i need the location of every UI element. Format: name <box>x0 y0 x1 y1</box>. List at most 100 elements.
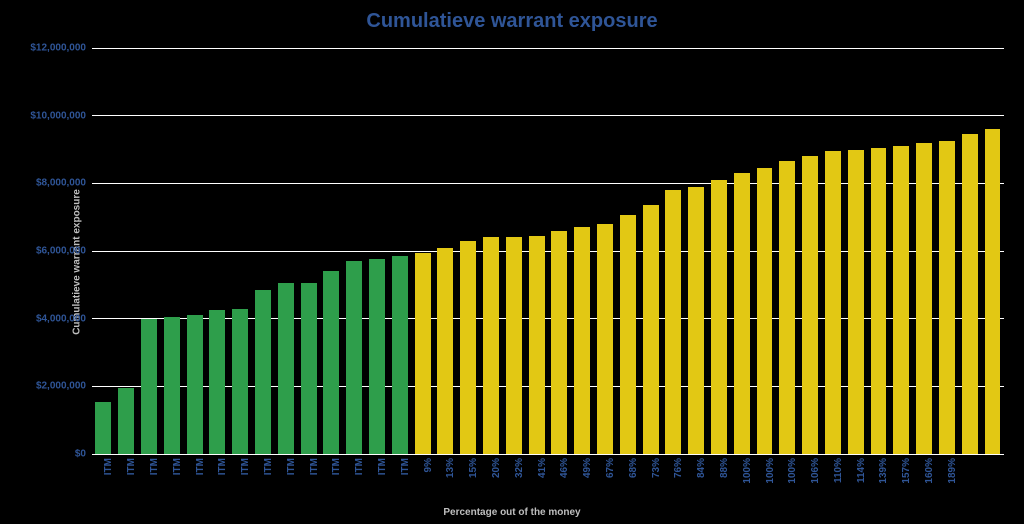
x-tick-label: 100% <box>765 458 776 484</box>
bar-slot: ITM <box>138 48 161 454</box>
bar <box>962 134 978 454</box>
bar <box>643 205 659 454</box>
x-tick-label: 15% <box>468 458 479 478</box>
x-tick-label: 46% <box>559 458 570 478</box>
bar <box>278 283 294 454</box>
x-tick-label: 100% <box>787 458 798 484</box>
bar-slot: 106% <box>799 48 822 454</box>
bar <box>529 236 545 454</box>
plot-area: $0$2,000,000$4,000,000$6,000,000$8,000,0… <box>92 48 1004 454</box>
bar-slot: ITM <box>92 48 115 454</box>
bar-slot: ITM <box>206 48 229 454</box>
x-tick-label: ITM <box>263 458 274 475</box>
y-tick-label: $8,000,000 <box>36 178 86 189</box>
bar-slot: 41% <box>525 48 548 454</box>
bar-slot <box>981 48 1004 454</box>
bar <box>323 271 339 454</box>
x-tick-label: ITM <box>377 458 388 475</box>
bar-slot: ITM <box>229 48 252 454</box>
y-tick-label: $2,000,000 <box>36 381 86 392</box>
bar <box>848 150 864 455</box>
bars-group: ITMITMITMITMITMITMITMITMITMITMITMITMITMI… <box>92 48 1004 454</box>
y-tick-label: $6,000,000 <box>36 246 86 257</box>
x-tick-label: 9% <box>423 458 434 472</box>
bar-slot: ITM <box>297 48 320 454</box>
bar-slot: 46% <box>548 48 571 454</box>
bar-slot: 100% <box>776 48 799 454</box>
x-tick-label: ITM <box>217 458 228 475</box>
y-tick-label: $0 <box>75 449 86 460</box>
bar <box>437 248 453 454</box>
bar-slot: 88% <box>708 48 731 454</box>
x-tick-label: ITM <box>240 458 251 475</box>
x-tick-label: 88% <box>719 458 730 478</box>
x-tick-label: ITM <box>286 458 297 475</box>
bar-slot: 160% <box>913 48 936 454</box>
y-tick-label: $10,000,000 <box>30 110 86 121</box>
bar <box>506 237 522 454</box>
bar <box>346 261 362 454</box>
bar-slot: 67% <box>594 48 617 454</box>
bar <box>711 180 727 454</box>
bar-slot: 13% <box>434 48 457 454</box>
x-tick-label: ITM <box>354 458 365 475</box>
bar <box>187 315 203 454</box>
bar-slot: ITM <box>252 48 275 454</box>
bar-slot: 189% <box>935 48 958 454</box>
bar <box>164 317 180 454</box>
x-tick-label: ITM <box>331 458 342 475</box>
chart-container: Cumulatieve warrant exposure Cumulatieve… <box>0 0 1024 524</box>
x-tick-label: 49% <box>582 458 593 478</box>
x-axis-label: Percentage out of the money <box>0 507 1024 518</box>
x-tick-label: 41% <box>537 458 548 478</box>
x-tick-label: 13% <box>445 458 456 478</box>
bar-slot: 20% <box>480 48 503 454</box>
bar <box>95 402 111 454</box>
bar <box>939 141 955 454</box>
bar <box>825 151 841 454</box>
bar-slot: ITM <box>388 48 411 454</box>
bar-slot: 32% <box>502 48 525 454</box>
bar <box>665 190 681 454</box>
bar <box>802 156 818 454</box>
bar-slot: 114% <box>844 48 867 454</box>
bar-slot: 73% <box>639 48 662 454</box>
x-tick-label: 100% <box>742 458 753 484</box>
bar-slot: 84% <box>685 48 708 454</box>
x-tick-label: ITM <box>103 458 114 475</box>
bar-slot: 49% <box>571 48 594 454</box>
x-tick-label: 157% <box>901 458 912 484</box>
x-tick-label: ITM <box>400 458 411 475</box>
bar-slot: 100% <box>730 48 753 454</box>
x-tick-label: 76% <box>673 458 684 478</box>
bar <box>301 283 317 454</box>
bar <box>574 227 590 454</box>
bar <box>779 161 795 454</box>
x-tick-label: 139% <box>878 458 889 484</box>
chart-title: Cumulatieve warrant exposure <box>0 10 1024 33</box>
bar-slot: ITM <box>343 48 366 454</box>
x-tick-label: 106% <box>810 458 821 484</box>
bar <box>620 215 636 454</box>
x-tick-label: 189% <box>947 458 958 484</box>
bar-slot: 15% <box>457 48 480 454</box>
bar <box>483 237 499 454</box>
bar <box>209 310 225 454</box>
x-tick-label: 84% <box>696 458 707 478</box>
bar <box>871 148 887 454</box>
bar-slot: ITM <box>183 48 206 454</box>
bar <box>232 309 248 454</box>
y-tick-label: $12,000,000 <box>30 43 86 54</box>
x-tick-label: ITM <box>172 458 183 475</box>
bar-slot: ITM <box>366 48 389 454</box>
bar <box>415 253 431 454</box>
bar-slot: 139% <box>867 48 890 454</box>
bar-slot <box>958 48 981 454</box>
x-tick-label: 73% <box>651 458 662 478</box>
bar <box>255 290 271 454</box>
x-tick-label: 20% <box>491 458 502 478</box>
bar <box>118 388 134 454</box>
bar-slot: ITM <box>274 48 297 454</box>
y-tick-label: $4,000,000 <box>36 313 86 324</box>
x-tick-label: 32% <box>514 458 525 478</box>
